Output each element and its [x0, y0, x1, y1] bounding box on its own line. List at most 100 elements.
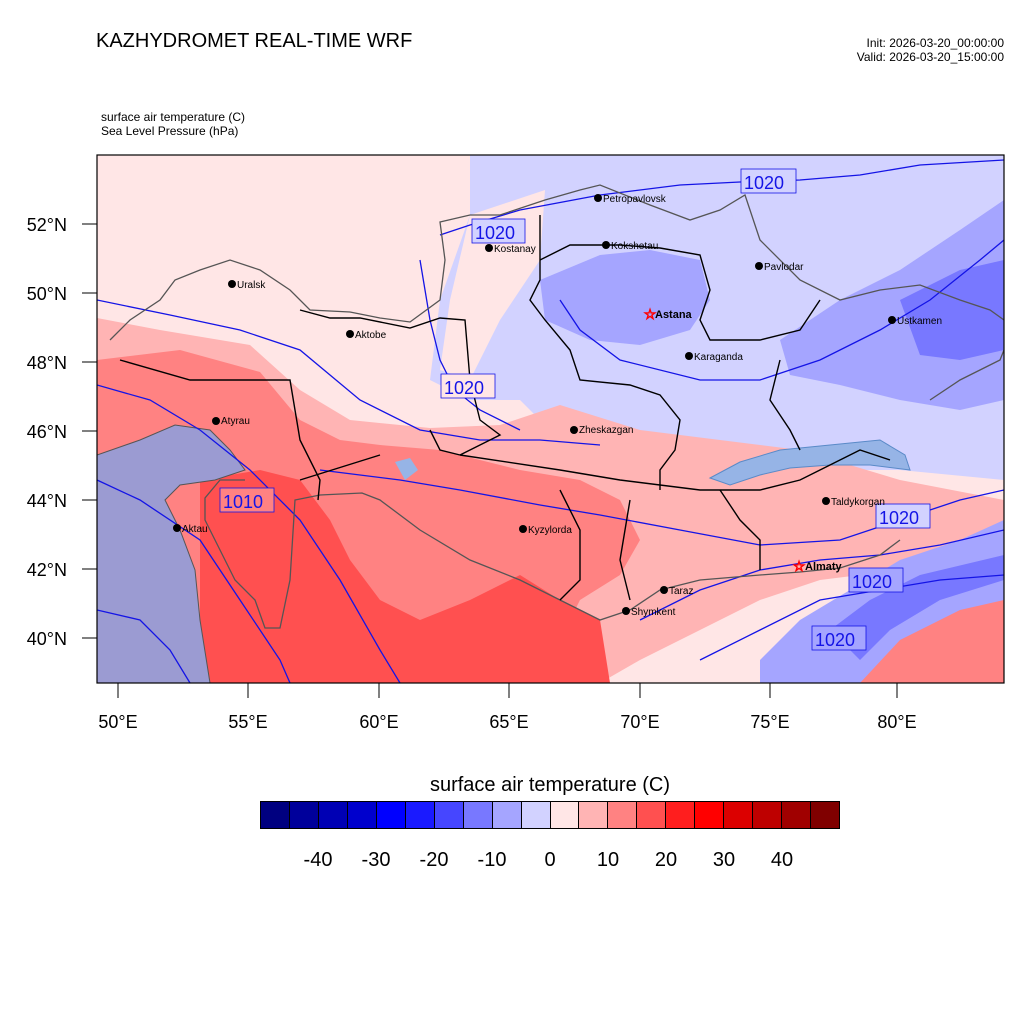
- capital-star-icon: ☆: [644, 306, 657, 322]
- colorbar-swatch: [318, 802, 348, 828]
- svg-text:Almaty: Almaty: [805, 561, 843, 573]
- svg-text:1010: 1010: [223, 492, 263, 512]
- border-south: [204, 479, 631, 629]
- svg-text:Atyrau: Atyrau: [221, 416, 250, 427]
- init-time: Init: 2026-03-20_00:00:00: [866, 36, 1004, 50]
- svg-text:Ustkamen: Ustkamen: [897, 316, 942, 327]
- isobar-label: 1020: [875, 503, 931, 529]
- region-border: [529, 215, 681, 490]
- lon-tick-marks: [117, 683, 898, 698]
- city-almaty: ☆ Almaty: [792, 558, 843, 575]
- svg-text:Aktau: Aktau: [182, 524, 208, 535]
- svg-text:Taldykorgan: Taldykorgan: [831, 497, 885, 508]
- region-border: [119, 359, 321, 501]
- city-shymkent: Shymkent: [622, 607, 676, 618]
- colorbar-label: 0: [544, 849, 556, 871]
- colorbar-swatch: [724, 802, 754, 828]
- city-kostanay: Kostanay: [485, 244, 536, 255]
- region-borders: [119, 215, 891, 601]
- colorbar-swatch: [666, 802, 696, 828]
- svg-text:Kyzylorda: Kyzylorda: [528, 525, 572, 536]
- svg-text:Taraz: Taraz: [669, 586, 693, 597]
- border-east: [929, 349, 1004, 401]
- colorbar-swatch: [637, 802, 667, 828]
- city-zheskazgan: Zheskazgan: [570, 425, 633, 436]
- city-astana: ☆Astana: [643, 306, 693, 323]
- isobar-line: [97, 479, 291, 683]
- svg-text:Petropavlovsk: Petropavlovsk: [603, 194, 667, 205]
- colorbar-label: 10: [596, 849, 620, 871]
- lat-label: 40°N: [27, 629, 67, 649]
- colorbar-swatch: [289, 802, 319, 828]
- lat-label: 52°N: [27, 215, 67, 235]
- run-time-info: Init: 2026-03-20_00:00:00 Valid: 2026-03…: [857, 36, 1004, 64]
- svg-text:Aktobe: Aktobe: [355, 330, 387, 341]
- lat-label: 42°N: [27, 560, 67, 580]
- colorbar-swatch: [579, 802, 609, 828]
- svg-text:Pavlodar: Pavlodar: [764, 262, 804, 273]
- region-border: [719, 489, 761, 570]
- isobar-line: [97, 299, 601, 446]
- region-border: [619, 499, 631, 601]
- temp-zone-mountains-cold: [830, 555, 1004, 660]
- colorbar-label: -20: [419, 849, 449, 871]
- svg-text:1020: 1020: [444, 378, 484, 398]
- isobars: [97, 159, 1004, 683]
- colorbar-swatch: [434, 802, 464, 828]
- svg-text:Karaganda: Karaganda: [694, 352, 743, 363]
- colorbar-swatch: [521, 802, 551, 828]
- city-ustkamen: Ustkamen: [888, 316, 942, 327]
- svg-text:1020: 1020: [475, 223, 515, 243]
- colorbar-swatch: [347, 802, 377, 828]
- isobar-line: [699, 574, 1004, 661]
- lon-label: 80°E: [877, 712, 916, 732]
- isobar-line: [439, 159, 1004, 236]
- svg-text:1020: 1020: [852, 572, 892, 592]
- colorbar-swatch: [550, 802, 580, 828]
- border-north: [109, 184, 1004, 341]
- city-aktobe: Aktobe: [346, 330, 387, 341]
- colorbar-label: 30: [712, 849, 736, 871]
- map-panel: [97, 155, 1004, 683]
- lat-label: 48°N: [27, 353, 67, 373]
- city-taraz: Taraz: [660, 586, 693, 597]
- isobar-labels: 1020 1020 1020 1010 1020 1020 1020: [219, 168, 931, 651]
- city-uralsk: Uralsk: [228, 280, 266, 291]
- colorbar-swatch: [811, 802, 840, 828]
- svg-text:Uralsk: Uralsk: [237, 280, 266, 291]
- city-markers: Petropavlovsk Kostanay Kokshetau Pavloda…: [173, 194, 942, 618]
- map-title: KAZHYDROMET REAL-TIME WRF: [96, 30, 413, 52]
- isobar-label: 1020: [811, 625, 867, 651]
- lat-label: 46°N: [27, 422, 67, 442]
- colorbar-label: 40: [770, 849, 794, 871]
- pressure-field-label: Sea Level Pressure (hPa): [101, 124, 239, 138]
- city-karaganda: Karaganda: [685, 352, 743, 363]
- lon-label: 75°E: [750, 712, 789, 732]
- svg-text:Astana: Astana: [655, 309, 693, 321]
- city-kokshetau: Kokshetau: [602, 241, 658, 252]
- colorbar: [260, 801, 840, 829]
- temp-zone-near-zero-north: [97, 155, 330, 290]
- colorbar-label: 20: [654, 849, 678, 871]
- colorbar-swatch: [405, 802, 435, 828]
- aral-lake: [395, 458, 418, 480]
- lat-tick-marks: [82, 223, 97, 639]
- isobar-label: 1020: [848, 567, 904, 593]
- colorbar-swatch: [492, 802, 522, 828]
- lon-label: 70°E: [620, 712, 659, 732]
- colorbar-swatch: [261, 802, 290, 828]
- isobar-line: [97, 384, 401, 683]
- colorbar-swatch: [753, 802, 783, 828]
- isobar-line: [97, 609, 191, 683]
- colorbar-label: -40: [303, 849, 333, 871]
- city-pavlodar: Pavlodar: [755, 262, 804, 273]
- temperature-field-label: surface air temperature (C): [101, 110, 246, 124]
- city-petropavlovsk: Petropavlovsk: [594, 194, 667, 205]
- valid-time: Valid: 2026-03-20_15:00:00: [856, 50, 1004, 64]
- colorbar-label: -30: [361, 849, 391, 871]
- isobar-label: 1020: [440, 373, 496, 399]
- colorbar-swatch: [608, 802, 638, 828]
- lon-tick-labels: 50°E 55°E 60°E 65°E 70°E 75°E 80°E: [98, 712, 916, 732]
- lon-label: 60°E: [359, 712, 398, 732]
